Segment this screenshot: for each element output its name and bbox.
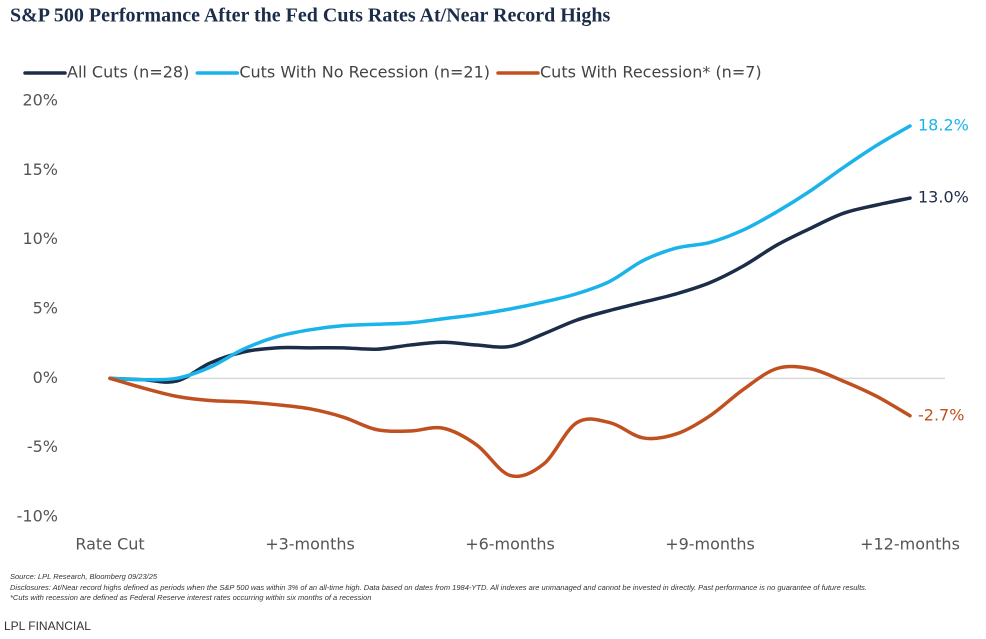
chart-title: S&P 500 Performance After the Fed Cuts R…	[10, 5, 610, 27]
series-line	[108, 196, 912, 384]
series-line	[108, 124, 912, 382]
x-tick-label: Rate Cut	[75, 535, 144, 554]
value-label: 13.0%	[918, 188, 969, 207]
series-line	[108, 364, 912, 479]
y-tick-label: 0%	[33, 368, 58, 387]
legend-label: Cuts With No Recession (n=21)	[239, 63, 490, 82]
x-tick-label: +9-months	[665, 535, 755, 554]
x-tick-label: +6-months	[465, 535, 555, 554]
y-tick-label: 15%	[22, 160, 58, 179]
source: Source: LPL Research, Bloomberg 09/23/25	[10, 572, 158, 581]
disclosures: Disclosures: At/Near record highs define…	[10, 583, 867, 592]
y-tick-label: -5%	[27, 437, 58, 456]
brand: LPL FINANCIAL	[4, 619, 91, 633]
footnote: *Cuts with recession are defined as Fede…	[10, 593, 371, 602]
x-tick-label: +12-months	[860, 535, 960, 554]
legend-label: Cuts With Recession* (n=7)	[540, 63, 762, 82]
value-label: -2.7%	[918, 405, 964, 424]
y-tick-label: -10%	[17, 507, 58, 526]
legend-label: All Cuts (n=28)	[67, 63, 189, 82]
y-tick-label: 20%	[22, 91, 58, 110]
x-tick-label: +3-months	[265, 535, 355, 554]
value-label: 18.2%	[918, 115, 969, 134]
y-tick-label: 5%	[33, 299, 58, 318]
y-tick-label: 10%	[22, 229, 58, 248]
